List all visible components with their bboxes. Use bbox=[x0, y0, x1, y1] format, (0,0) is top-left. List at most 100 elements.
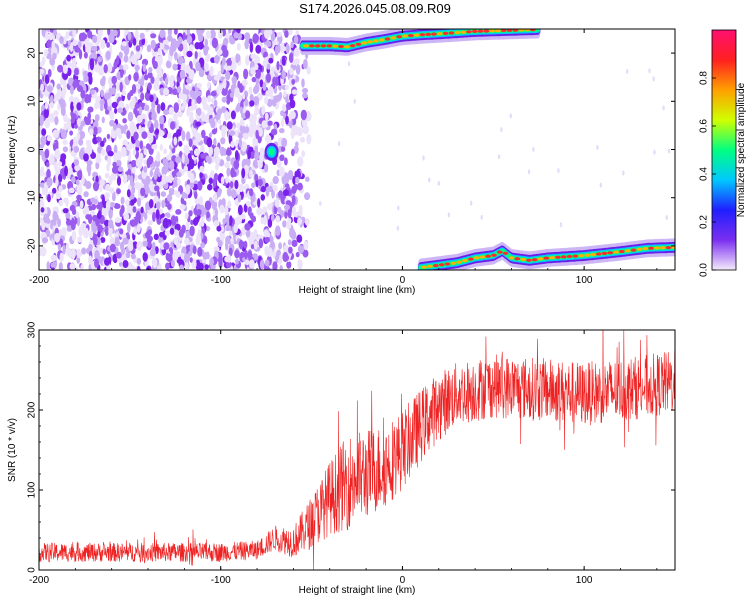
x-tick-label: -100 bbox=[211, 275, 231, 286]
noise-cell bbox=[214, 207, 218, 218]
noise-cell bbox=[120, 146, 127, 158]
noise-cell bbox=[247, 149, 252, 160]
noise-cell bbox=[272, 249, 276, 259]
noise-cell bbox=[72, 80, 77, 87]
colorbar-tick-label: 0.0 bbox=[699, 263, 710, 277]
noise-cell bbox=[293, 47, 300, 58]
noise-cell bbox=[100, 89, 105, 98]
noise-cell bbox=[249, 42, 254, 53]
noise-cell bbox=[287, 239, 292, 246]
ridge-peak bbox=[456, 260, 462, 264]
noise-cell bbox=[194, 51, 198, 59]
noise-cell bbox=[120, 196, 125, 205]
noise-cell bbox=[131, 84, 137, 94]
noise-cell bbox=[172, 113, 178, 121]
noise-cell bbox=[253, 96, 260, 106]
noise-cell bbox=[44, 74, 50, 85]
noise-cell bbox=[289, 29, 293, 35]
noise-cell bbox=[160, 102, 166, 112]
noise-cell bbox=[225, 70, 231, 81]
noise-cell bbox=[234, 179, 239, 190]
noise-cell bbox=[127, 31, 132, 41]
noise-cell bbox=[163, 109, 169, 116]
noise-cell bbox=[166, 154, 172, 161]
noise-cell bbox=[144, 212, 148, 220]
ridge-peak bbox=[671, 245, 675, 249]
noise-cell bbox=[62, 208, 69, 214]
noise-cell bbox=[622, 170, 625, 176]
noise-cell bbox=[190, 172, 195, 183]
noise-cell bbox=[100, 39, 106, 50]
noise-cell bbox=[209, 257, 214, 266]
noise-cell bbox=[151, 111, 157, 121]
noise-cell bbox=[71, 176, 76, 184]
noise-cell bbox=[251, 76, 257, 83]
y-tick-label: 0 bbox=[27, 146, 38, 152]
noise-cell bbox=[141, 37, 146, 46]
noise-cell bbox=[207, 156, 213, 165]
noise-cell bbox=[262, 82, 267, 91]
colorbar-tick-label: 0.4 bbox=[699, 167, 710, 181]
noise-cell bbox=[254, 63, 259, 71]
noise-cell bbox=[278, 190, 283, 199]
noise-cell bbox=[173, 229, 179, 236]
noise-cell bbox=[93, 199, 98, 205]
noise-cell bbox=[168, 187, 173, 197]
ridge-peak bbox=[485, 254, 492, 258]
noise-cell bbox=[111, 166, 119, 174]
noise-cell bbox=[128, 154, 132, 162]
colorbar-ticks: 0.0 0.2 0.4 0.6 0.8 bbox=[699, 71, 716, 277]
snr-ticks: -200 -100 0 100 0 100 200 300 bbox=[27, 321, 675, 586]
noise-cell bbox=[199, 171, 203, 179]
noise-cell bbox=[83, 74, 89, 83]
noise-cell bbox=[55, 178, 59, 187]
noise-cell bbox=[79, 200, 84, 209]
noise-cell bbox=[62, 78, 67, 89]
noise-cell bbox=[148, 126, 154, 134]
ridge-peak bbox=[549, 256, 555, 260]
noise-cell bbox=[158, 231, 165, 238]
noise-cell bbox=[206, 137, 213, 148]
noise-cell bbox=[117, 107, 124, 114]
noise-cell bbox=[51, 218, 57, 226]
colorbar-tick-label: 0.6 bbox=[699, 119, 710, 133]
noise-cell bbox=[57, 103, 61, 111]
noise-cell bbox=[527, 169, 531, 175]
noise-cell bbox=[95, 161, 100, 170]
noise-cell bbox=[79, 80, 85, 87]
noise-cell bbox=[207, 106, 214, 116]
noise-cell bbox=[62, 244, 66, 255]
noise-cell bbox=[225, 225, 232, 232]
noise-cell bbox=[234, 129, 239, 137]
noise-cell bbox=[181, 130, 186, 142]
noise-cell bbox=[105, 200, 111, 211]
ridge-peak bbox=[427, 264, 433, 268]
noise-cell bbox=[189, 257, 193, 263]
noise-cell bbox=[557, 168, 560, 174]
noise-cell bbox=[204, 38, 208, 47]
noise-cell bbox=[137, 244, 142, 251]
noise-cell bbox=[183, 165, 188, 173]
noise-cell bbox=[214, 156, 221, 165]
noise-cell bbox=[151, 100, 156, 110]
noise-cell bbox=[107, 150, 114, 157]
noise-cell bbox=[289, 110, 296, 120]
noise-cell bbox=[119, 228, 124, 235]
ridge-peak bbox=[572, 254, 579, 258]
noise-cell bbox=[136, 258, 142, 265]
noise-cell bbox=[41, 128, 47, 137]
noise-cell bbox=[130, 54, 137, 65]
noise-cell bbox=[47, 68, 52, 78]
noise-cell bbox=[234, 249, 240, 259]
noise-cell bbox=[63, 197, 67, 204]
noise-cell bbox=[115, 127, 122, 136]
noise-cell bbox=[209, 66, 214, 77]
noise-cell bbox=[147, 240, 152, 248]
noise-cell bbox=[65, 31, 70, 39]
noise-cell bbox=[178, 140, 183, 147]
noise-cell bbox=[288, 246, 293, 254]
noise-cell bbox=[71, 248, 76, 260]
noise-cell bbox=[65, 121, 73, 131]
noise-cell bbox=[244, 259, 250, 266]
noise-cell bbox=[188, 69, 195, 80]
